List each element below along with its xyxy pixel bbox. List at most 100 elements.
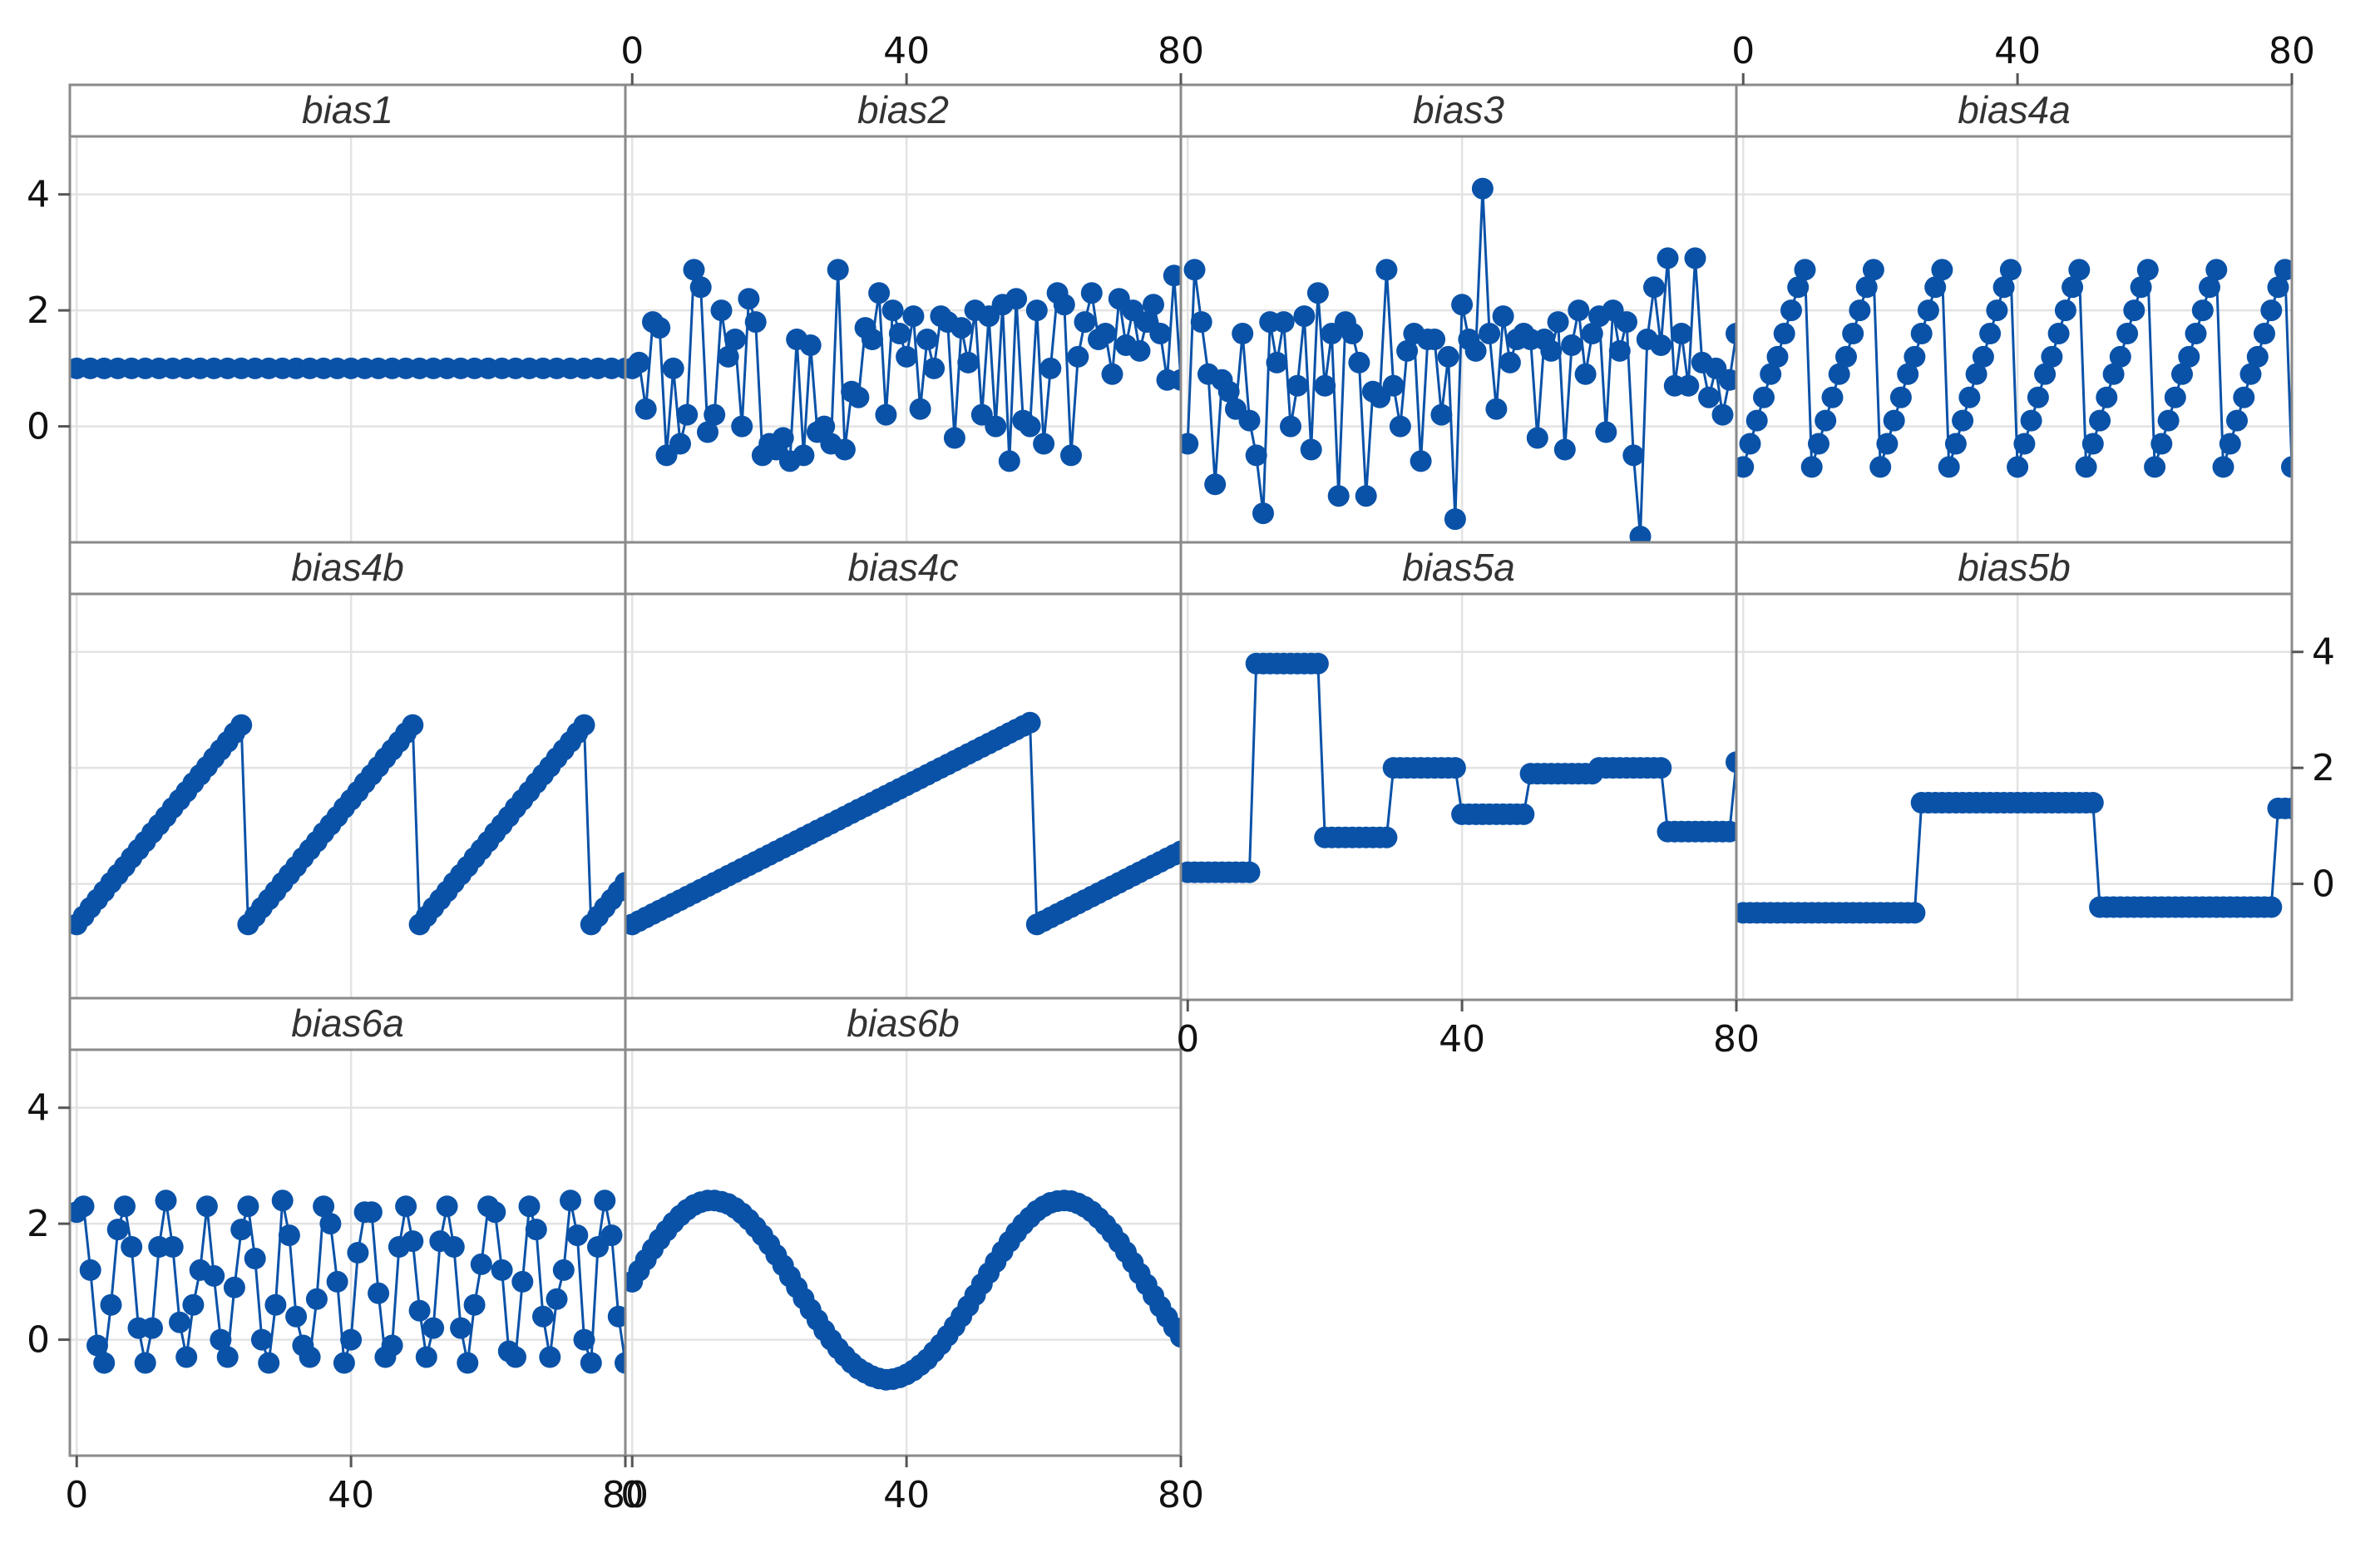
panel-bias3-point xyxy=(1272,311,1295,334)
panel-bias2-point xyxy=(1143,294,1164,316)
panel-bias6a-point xyxy=(258,1352,280,1374)
panel-bias6a-point xyxy=(484,1201,506,1224)
panel-bias4a-point xyxy=(1736,456,1755,478)
panel-bias4a-point xyxy=(1938,456,1960,478)
panel-bias4a-point xyxy=(2226,409,2248,432)
panel-bias5b-strip-label: bias5b xyxy=(1958,546,2071,589)
panel-bias3-point xyxy=(1181,433,1199,455)
panel-bias5b-point xyxy=(1904,902,1926,924)
panel-bias2-point xyxy=(649,317,671,339)
x-tick-label: 0 xyxy=(620,30,644,72)
panel-bias3-point xyxy=(1280,415,1301,438)
panel-bias6a-point xyxy=(607,1305,625,1328)
panel-bias6a-point xyxy=(134,1352,156,1374)
x-tick-label: 80 xyxy=(2269,30,2315,72)
panel-bias4a-point xyxy=(1766,345,1789,368)
panel-bias3-point xyxy=(1314,374,1336,397)
panel-bias2-point xyxy=(1101,363,1123,385)
panel-bias4a-point xyxy=(2130,276,2152,299)
panel-bias2-point xyxy=(1128,339,1151,362)
panel-bias6a-point xyxy=(271,1189,294,1212)
x-tick-label: 0 xyxy=(620,1474,644,1516)
panel-bias4a-point xyxy=(2260,299,2283,322)
panel-bias2-point xyxy=(717,345,739,368)
panel-bias6a-point xyxy=(319,1213,342,1235)
panel-bias4a-point xyxy=(2062,276,2084,299)
panel-bias4a-point xyxy=(1821,386,1844,408)
panel-bias6a-point xyxy=(347,1242,369,1264)
panel-bias3-point xyxy=(1232,323,1254,344)
y-tick-label: 4 xyxy=(27,174,50,216)
panel-bias4a-point xyxy=(1753,386,1775,408)
panel-bias6a-point xyxy=(368,1282,390,1304)
panel-bias6a-point xyxy=(305,1288,328,1310)
panel-bias6a-point xyxy=(100,1293,122,1316)
panel-bias6a-point xyxy=(402,1230,424,1253)
panel-bias2-point xyxy=(710,299,733,322)
panel-bias3-point xyxy=(1547,311,1569,334)
panel-bias6a-point xyxy=(106,1219,129,1241)
panel-bias3-point xyxy=(1492,305,1514,328)
panel-bias3-point xyxy=(1348,351,1370,373)
panel-bias2-point xyxy=(724,329,746,350)
panel-bias4a-point xyxy=(2027,386,2049,408)
panel-bias1-frame xyxy=(68,135,627,544)
x-tick-label: 80 xyxy=(1158,1474,1204,1516)
panel-bias4a-point xyxy=(2281,456,2292,478)
panel-bias6a-point xyxy=(326,1270,348,1293)
panel-bias4a-strip xyxy=(1735,83,2294,138)
panel-bias5b-series xyxy=(1736,792,2292,924)
y-tick-label: 0 xyxy=(2312,863,2335,906)
panel-bias1-strip-label: bias1 xyxy=(302,88,393,131)
panel-bias6a-point xyxy=(457,1352,479,1374)
panel-bias6a-point xyxy=(79,1259,101,1281)
panel-bias4c-point xyxy=(1019,711,1041,734)
panel-bias5a-point xyxy=(1238,861,1261,883)
panel-bias3-point xyxy=(1568,299,1590,322)
panel-bias4a-point xyxy=(1952,409,1974,432)
panel-bias2-point xyxy=(1060,444,1082,467)
panel-bias1-strip xyxy=(68,83,627,138)
panel-bias2-point xyxy=(1053,294,1075,316)
panel-bias4a-point xyxy=(1800,456,1823,478)
x-tick-label: 40 xyxy=(1994,30,2041,72)
panel-bias4b-strip-label: bias4b xyxy=(291,546,404,589)
panel-bias2-point xyxy=(744,311,767,334)
panel-bias3-point xyxy=(1183,259,1206,281)
panel-bias3-point xyxy=(1718,368,1736,391)
panel-bias4a-point xyxy=(1780,299,1802,322)
panel-bias3-point xyxy=(1410,450,1432,472)
panel-bias1-series xyxy=(70,357,625,379)
panel-bias2-point xyxy=(847,386,870,408)
panel-bias2-point xyxy=(1039,357,1062,379)
panel-bias4a-point xyxy=(1999,259,2022,281)
panel-bias6a-point xyxy=(340,1328,363,1351)
panel-bias2-point xyxy=(985,415,1007,438)
panel-bias3-point xyxy=(1671,323,1692,344)
panel-bias3-point xyxy=(1499,351,1521,373)
panel-bias2-point xyxy=(827,259,849,281)
panel-bias4a-point xyxy=(2239,363,2262,385)
panel-bias4a-point xyxy=(1835,345,1857,368)
panel-bias6a-point xyxy=(381,1334,403,1357)
x-tick-label: 40 xyxy=(883,30,930,72)
panel-bias3-point xyxy=(1657,247,1679,270)
panel-bias2-point xyxy=(704,403,726,426)
panel-bias2-point xyxy=(813,415,836,438)
panel-bias3-point xyxy=(1643,276,1665,299)
panel-bias3-point xyxy=(1595,421,1617,443)
panel-bias5a-point xyxy=(1718,820,1736,843)
panel-bias2-point xyxy=(868,282,891,304)
panel-bias3-point xyxy=(1437,345,1459,368)
panel-bias6b-frame xyxy=(624,1048,1183,1457)
panel-bias4a-point xyxy=(2068,259,2091,281)
y-tick-label: 2 xyxy=(27,1203,50,1245)
panel-bias6a-strip-label: bias6a xyxy=(291,1001,404,1045)
panel-bias2-point xyxy=(916,329,938,350)
panel-bias6a-point xyxy=(169,1311,190,1333)
panel-bias2-series xyxy=(625,259,1181,472)
panel-bias4a-point xyxy=(2185,323,2207,344)
panel-bias6a-point xyxy=(114,1195,136,1218)
panel-bias4a-point xyxy=(2178,345,2200,368)
panel-bias3-point xyxy=(1650,334,1672,356)
